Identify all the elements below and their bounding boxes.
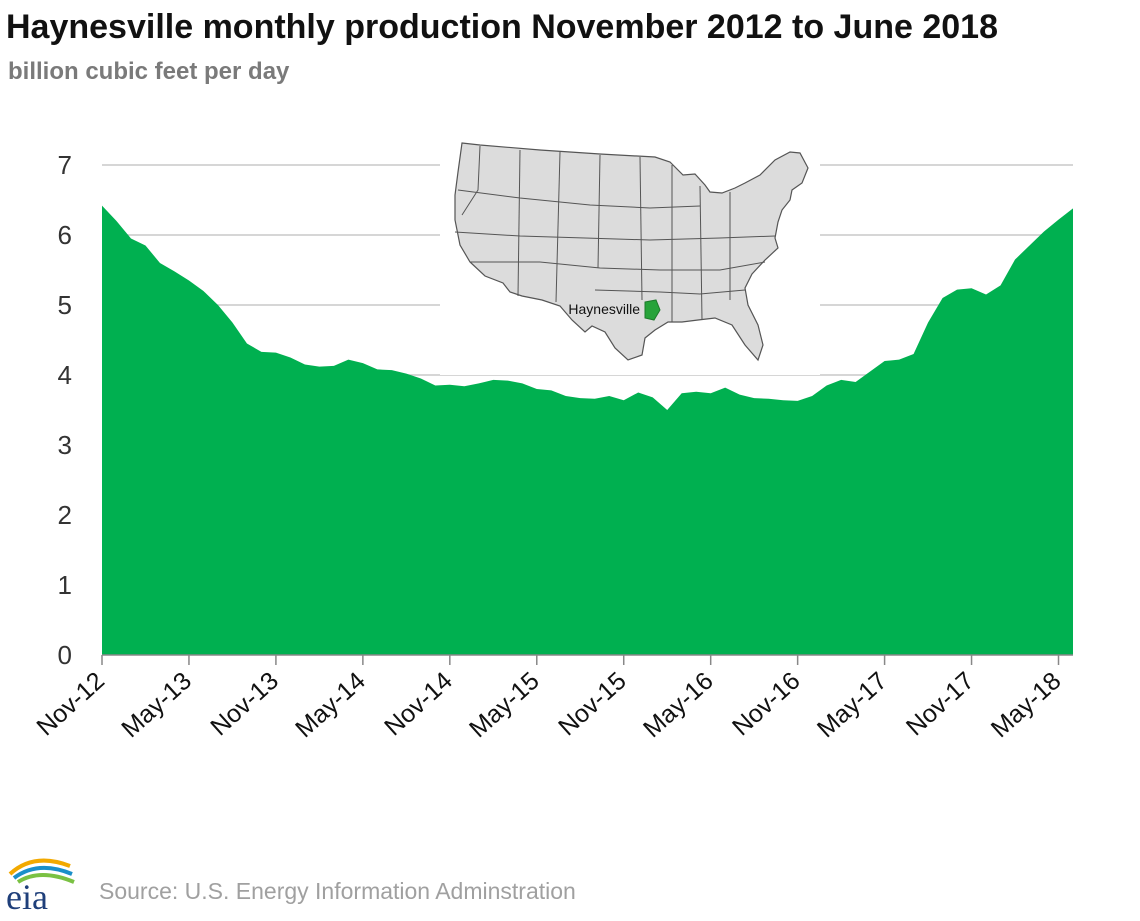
y-tick-label: 2	[58, 500, 72, 530]
x-tick-label: Nov-13	[205, 667, 284, 742]
x-tick-label: Nov-12	[31, 667, 110, 742]
state-borders	[454, 145, 776, 322]
x-tick-label: May-17	[812, 667, 893, 744]
y-tick-label: 5	[58, 290, 72, 320]
x-tick-label: Nov-17	[901, 667, 980, 742]
us-inset-map: Haynesville	[440, 135, 820, 375]
footer: eia Source: U.S. Energy Information Admi…	[4, 852, 904, 912]
x-axis	[101, 654, 1073, 665]
eia-logo: eia	[6, 858, 75, 912]
haynesville-label: Haynesville	[568, 301, 640, 317]
y-tick-label: 0	[58, 640, 72, 670]
x-tick-label: May-13	[116, 667, 197, 744]
x-axis-labels: Nov-12 May-13 Nov-13 May-14 Nov-14 May-15 Nov-…	[31, 667, 1066, 744]
x-tick-label: May-14	[290, 667, 371, 744]
y-tick-label: 1	[58, 570, 72, 600]
y-tick-label: 7	[58, 150, 72, 180]
y-axis: 0 1 2 3 4 5 6 7	[58, 150, 72, 670]
y-tick-label: 6	[58, 220, 72, 250]
us-map-icon	[454, 142, 809, 362]
x-tick-label: May-16	[638, 667, 719, 744]
page-subtitle: billion cubic feet per day	[8, 58, 290, 85]
x-tick-label: Nov-16	[727, 667, 806, 742]
x-tick-label: May-18	[986, 667, 1067, 744]
page-title: Haynesville monthly production November …	[6, 8, 998, 46]
haynesville-region-marker	[644, 299, 661, 321]
source-text: Source: U.S. Energy Information Adminstr…	[99, 878, 576, 904]
eia-logo-text: eia	[6, 877, 48, 912]
x-tick-label: Nov-14	[379, 667, 458, 742]
y-tick-label: 4	[58, 360, 72, 390]
production-area	[102, 205, 1073, 655]
y-tick-label: 3	[58, 430, 72, 460]
x-tick-label: May-15	[464, 667, 545, 744]
x-tick-label: Nov-15	[553, 667, 632, 742]
